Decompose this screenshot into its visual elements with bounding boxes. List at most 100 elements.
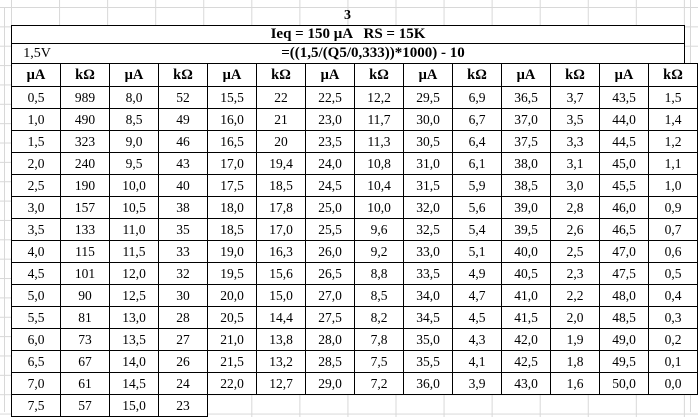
sheet-cell[interactable]: 3,0: [550, 174, 600, 197]
column-header-cell[interactable]: μA: [305, 63, 355, 87]
sheet-cell[interactable]: 42,0: [501, 328, 551, 351]
sheet-cell[interactable]: 24,0: [305, 152, 355, 175]
sheet-cell[interactable]: 11,7: [354, 108, 404, 131]
sheet-cell[interactable]: 18,5: [207, 218, 257, 241]
sheet-cell[interactable]: 22: [256, 86, 306, 109]
sheet-cell[interactable]: 32,5: [403, 218, 453, 241]
sheet-cell[interactable]: 27,5: [305, 306, 355, 329]
column-header-cell[interactable]: kΩ: [452, 63, 502, 87]
sheet-cell[interactable]: 22,0: [207, 372, 257, 395]
sheet-cell[interactable]: 4,5: [452, 306, 502, 329]
sheet-cell[interactable]: 8,0: [109, 86, 159, 109]
sheet-cell[interactable]: 17,0: [207, 152, 257, 175]
sheet-cell[interactable]: 18,5: [256, 174, 306, 197]
sheet-cell[interactable]: 4,5: [11, 262, 61, 285]
sheet-cell[interactable]: 36,0: [403, 372, 453, 395]
sheet-cell[interactable]: 3,1: [550, 152, 600, 175]
sheet-cell[interactable]: 29,0: [305, 372, 355, 395]
reference-voltage-cell[interactable]: 1,5V: [11, 44, 63, 63]
sheet-cell[interactable]: 42,5: [501, 350, 551, 373]
column-header-cell[interactable]: kΩ: [60, 63, 110, 87]
sheet-cell[interactable]: 5,9: [452, 174, 502, 197]
sheet-cell[interactable]: 5,1: [452, 240, 502, 263]
sheet-cell[interactable]: 5,0: [11, 284, 61, 307]
sheet-cell[interactable]: 1,6: [550, 372, 600, 395]
sheet-cell[interactable]: 28,5: [305, 350, 355, 373]
sheet-cell[interactable]: 7,5: [354, 350, 404, 373]
sheet-cell[interactable]: 28: [158, 306, 208, 329]
sheet-cell[interactable]: 12,5: [109, 284, 159, 307]
sheet-cell[interactable]: 17,8: [256, 196, 306, 219]
sheet-cell[interactable]: 13,5: [109, 328, 159, 351]
sheet-cell[interactable]: 44,0: [599, 108, 649, 131]
sheet-cell[interactable]: 11,3: [354, 130, 404, 153]
sheet-cell[interactable]: 989: [60, 86, 110, 109]
sheet-cell[interactable]: 32,0: [403, 196, 453, 219]
sheet-cell[interactable]: 43,5: [599, 86, 649, 109]
sheet-cell[interactable]: 73: [60, 328, 110, 351]
sheet-cell[interactable]: 38,0: [501, 152, 551, 175]
sheet-cell[interactable]: 10,0: [109, 174, 159, 197]
sheet-cell[interactable]: 90: [60, 284, 110, 307]
sheet-cell[interactable]: 33: [158, 240, 208, 263]
sheet-cell[interactable]: 2,6: [550, 218, 600, 241]
column-header-cell[interactable]: kΩ: [550, 63, 600, 87]
sheet-cell[interactable]: 25,5: [305, 218, 355, 241]
sheet-cell[interactable]: 47,5: [599, 262, 649, 285]
sheet-cell[interactable]: 1,8: [550, 350, 600, 373]
sheet-cell[interactable]: 11,0: [109, 218, 159, 241]
sheet-cell[interactable]: 14,5: [109, 372, 159, 395]
sheet-cell[interactable]: 34,0: [403, 284, 453, 307]
sheet-cell[interactable]: 45,5: [599, 174, 649, 197]
sheet-title-cell[interactable]: 3: [344, 8, 351, 23]
sheet-cell[interactable]: 23,5: [305, 130, 355, 153]
sheet-cell[interactable]: 34,5: [403, 306, 453, 329]
sheet-cell[interactable]: 32: [158, 262, 208, 285]
sheet-cell[interactable]: 37,0: [501, 108, 551, 131]
sheet-cell[interactable]: 33,0: [403, 240, 453, 263]
sheet-cell[interactable]: 30,5: [403, 130, 453, 153]
sheet-cell[interactable]: 21: [256, 108, 306, 131]
sheet-cell[interactable]: 47,0: [599, 240, 649, 263]
sheet-cell[interactable]: 27: [158, 328, 208, 351]
sheet-cell[interactable]: 16,3: [256, 240, 306, 263]
column-header-cell[interactable]: μA: [501, 63, 551, 87]
sheet-cell[interactable]: 1,1: [648, 152, 698, 175]
column-header-cell[interactable]: μA: [207, 63, 257, 87]
sheet-cell[interactable]: 0,5: [648, 262, 698, 285]
sheet-cell[interactable]: 17,5: [207, 174, 257, 197]
sheet-cell[interactable]: 3,9: [452, 372, 502, 395]
sheet-cell[interactable]: 6,0: [11, 328, 61, 351]
sheet-cell[interactable]: 20: [256, 130, 306, 153]
column-header-cell[interactable]: μA: [599, 63, 649, 87]
sheet-cell[interactable]: 40: [158, 174, 208, 197]
sheet-cell[interactable]: 12,2: [354, 86, 404, 109]
sheet-cell[interactable]: 26,0: [305, 240, 355, 263]
sheet-cell[interactable]: 45,0: [599, 152, 649, 175]
sheet-cell[interactable]: 3,5: [11, 218, 61, 241]
sheet-cell[interactable]: 4,0: [11, 240, 61, 263]
sheet-cell[interactable]: 2,0: [550, 306, 600, 329]
sheet-cell[interactable]: 18,0: [207, 196, 257, 219]
sheet-cell[interactable]: 0,1: [648, 350, 698, 373]
sheet-cell[interactable]: 81: [60, 306, 110, 329]
sheet-cell[interactable]: 10,4: [354, 174, 404, 197]
sheet-cell[interactable]: 24,5: [305, 174, 355, 197]
sheet-cell[interactable]: 25,0: [305, 196, 355, 219]
sheet-cell[interactable]: 4,7: [452, 284, 502, 307]
sheet-cell[interactable]: 14,0: [109, 350, 159, 373]
sheet-cell[interactable]: 6,4: [452, 130, 502, 153]
sheet-cell[interactable]: 39,0: [501, 196, 551, 219]
sheet-cell[interactable]: 13,2: [256, 350, 306, 373]
sheet-cell[interactable]: 19,0: [207, 240, 257, 263]
column-header-cell[interactable]: kΩ: [256, 63, 306, 87]
sheet-cell[interactable]: 39,5: [501, 218, 551, 241]
column-header-cell[interactable]: μA: [403, 63, 453, 87]
sheet-cell[interactable]: 46,0: [599, 196, 649, 219]
sheet-cell[interactable]: 15,0: [256, 284, 306, 307]
sheet-cell[interactable]: 15,6: [256, 262, 306, 285]
sheet-cell[interactable]: 33,5: [403, 262, 453, 285]
sheet-cell[interactable]: 31,5: [403, 174, 453, 197]
sheet-cell[interactable]: 30,0: [403, 108, 453, 131]
column-header-cell[interactable]: μA: [109, 63, 159, 87]
